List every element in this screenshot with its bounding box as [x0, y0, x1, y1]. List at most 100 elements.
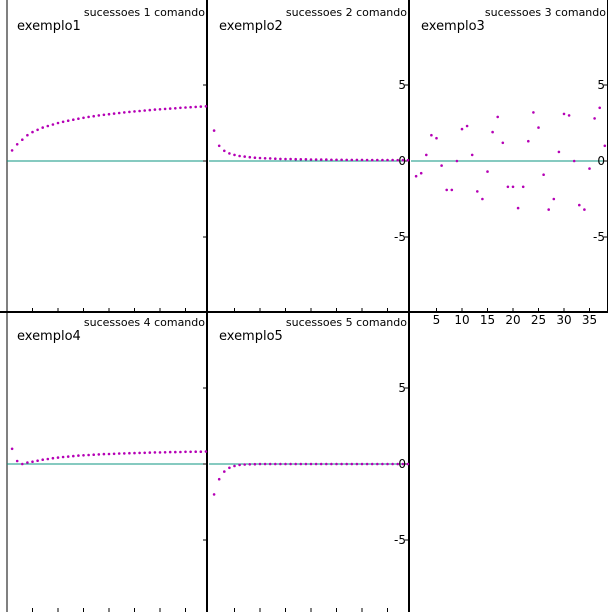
- data-point: [189, 105, 192, 109]
- data-point: [128, 110, 131, 114]
- data-point: [419, 171, 423, 175]
- panel-subtitle: sucessoes 3 comando: [485, 6, 606, 19]
- data-point: [603, 144, 607, 148]
- data-point: [168, 107, 172, 110]
- data-point: [340, 158, 343, 162]
- data-point: [148, 451, 152, 454]
- data-point: [319, 462, 323, 466]
- data-point: [319, 158, 323, 161]
- data-point: [460, 127, 464, 131]
- data-point: [199, 105, 203, 108]
- x-tick-label: 5: [433, 313, 441, 327]
- panel-title: exemplo3: [421, 19, 485, 34]
- data-point: [386, 462, 389, 466]
- panel-title: exemplo2: [219, 19, 283, 34]
- data-point: [501, 141, 505, 145]
- data-point: [41, 126, 44, 129]
- data-point: [593, 117, 596, 120]
- data-point: [112, 452, 116, 456]
- y-tick-label: -5: [394, 230, 406, 244]
- data-point: [143, 451, 146, 455]
- data-point: [228, 152, 231, 155]
- data-point: [15, 143, 19, 146]
- data-point: [107, 452, 111, 456]
- y-tick-label: 0: [597, 154, 605, 168]
- data-point: [396, 462, 400, 466]
- data-point: [238, 463, 241, 467]
- data-point: [21, 462, 24, 466]
- panel-title: exemplo5: [219, 329, 283, 344]
- data-point: [66, 119, 70, 122]
- data-point: [158, 108, 162, 111]
- data-point: [527, 139, 530, 143]
- data-point: [128, 451, 131, 455]
- panel-title: exemplo4: [17, 329, 81, 344]
- data-point: [117, 452, 121, 455]
- data-point: [107, 112, 111, 116]
- data-point: [309, 462, 313, 466]
- data-point: [532, 111, 535, 114]
- data-point: [194, 105, 197, 109]
- data-point: [304, 462, 308, 466]
- data-point: [10, 447, 14, 451]
- data-point: [386, 158, 389, 162]
- data-point: [217, 144, 221, 148]
- data-point: [465, 124, 469, 128]
- data-point: [289, 157, 292, 161]
- data-point: [294, 462, 298, 466]
- data-point: [279, 462, 282, 466]
- data-point: [248, 155, 252, 159]
- data-point: [578, 203, 581, 207]
- data-point: [274, 157, 277, 160]
- data-point: [223, 149, 226, 153]
- data-point: [401, 462, 405, 466]
- y-tick-label: -5: [593, 230, 605, 244]
- data-point: [123, 111, 126, 114]
- data-point: [148, 108, 152, 112]
- data-point: [299, 158, 303, 161]
- data-point: [138, 451, 141, 455]
- data-point: [284, 157, 287, 161]
- data-point: [370, 462, 374, 466]
- data-point: [365, 462, 369, 466]
- data-point: [233, 153, 236, 157]
- data-point: [350, 158, 354, 162]
- panel-subtitle: sucessoes 4 comando: [84, 316, 205, 329]
- x-tick-label: 15: [480, 313, 495, 327]
- data-point: [36, 128, 39, 132]
- data-point: [263, 462, 267, 466]
- data-point: [506, 185, 510, 189]
- data-point: [184, 106, 187, 109]
- data-point: [455, 159, 459, 163]
- data-point: [158, 451, 162, 454]
- panel-subtitle: sucessoes 2 comando: [286, 6, 407, 19]
- data-point: [194, 450, 197, 454]
- data-point: [268, 462, 272, 466]
- data-point: [547, 208, 550, 211]
- data-point: [491, 130, 494, 134]
- data-point: [414, 174, 418, 178]
- data-point: [112, 112, 116, 115]
- data-point: [376, 462, 379, 466]
- data-point: [223, 470, 226, 473]
- data-point: [102, 113, 106, 117]
- data-point: [430, 133, 433, 137]
- data-point: [381, 462, 384, 466]
- data-point: [31, 460, 34, 464]
- data-point: [299, 462, 303, 466]
- data-point: [199, 450, 203, 454]
- data-point: [496, 115, 500, 119]
- data-point: [279, 157, 282, 161]
- data-point: [46, 457, 50, 461]
- data-point: [153, 451, 157, 454]
- data-point: [243, 155, 246, 158]
- data-point: [557, 150, 561, 154]
- data-point: [217, 477, 221, 481]
- data-point: [87, 115, 90, 119]
- data-point: [391, 462, 394, 466]
- data-point: [450, 188, 454, 192]
- data-point: [314, 462, 318, 466]
- y-tick-label: 5: [398, 78, 406, 92]
- data-point: [253, 462, 257, 466]
- data-point: [133, 110, 136, 113]
